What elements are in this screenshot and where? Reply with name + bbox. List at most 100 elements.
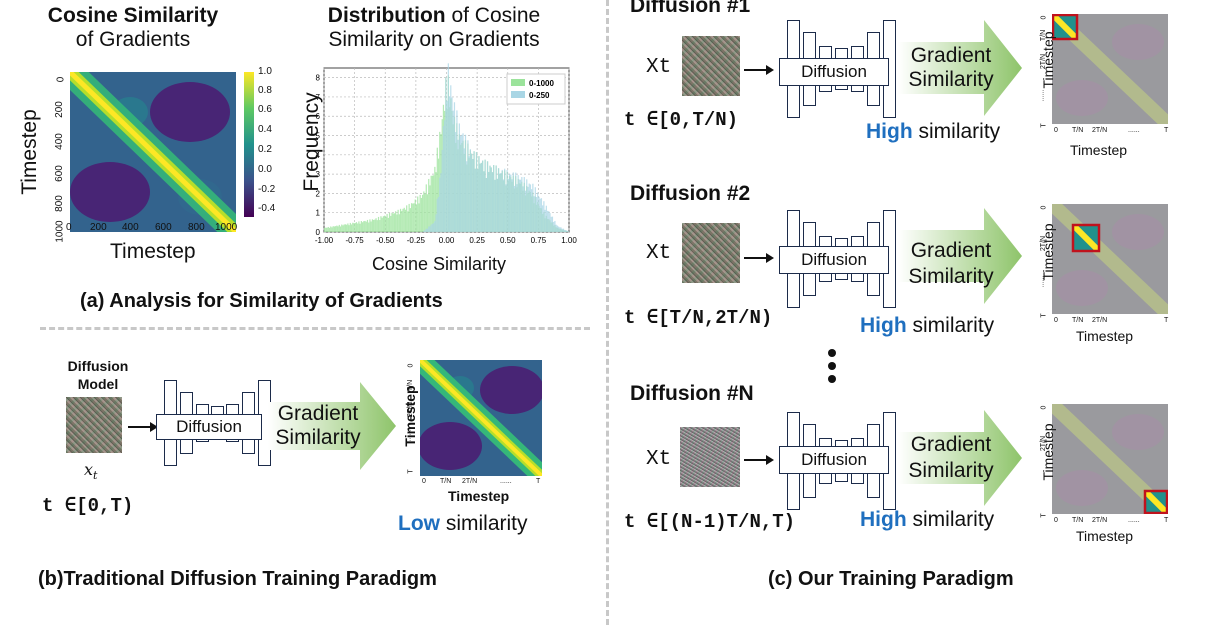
x-tick-label: 0.25 [469,236,485,245]
histogram-bar [554,220,556,232]
map-b-xlabel: Timestep [448,488,510,504]
histogram-bar [478,156,480,232]
histogram-bar [497,168,500,232]
gradient-similarity-label: Gradient Similarity [268,402,368,450]
histogram-bar [381,217,383,232]
map-ytick: T [1040,513,1048,518]
histogram-bar [342,225,344,232]
histogram-bar [355,222,358,232]
histogram-bar [429,226,431,232]
histogram-bar [544,209,546,232]
map-xtick: 0 [1054,517,1058,524]
similarity-label-b: Low similarity [398,512,528,536]
histogram-bar [474,168,476,232]
histogram-bar [444,120,446,232]
histogram-bar [377,216,380,232]
row2-similarity-map [1052,204,1168,314]
histogram-bar [325,227,327,232]
histogram-bar [384,215,386,232]
histogram-bar [462,133,464,232]
histogram-bar [447,63,449,233]
map-xtick: ...... [1128,517,1140,524]
histogram-bar [346,224,348,232]
histogram-bar [338,224,340,232]
histogram-bar [518,179,520,232]
histogram-bar [391,212,393,232]
histogram-bar [526,179,528,232]
heatmap-xtick: 600 [155,222,172,233]
x-tick-label: 0.75 [531,236,547,245]
row2-gradient-line1: Gradient [910,239,992,262]
row1-title: Diffusion #1 [630,0,751,17]
histogram-bar [419,194,421,232]
map-xtick: 0 [1054,127,1058,134]
histogram-title-bold: Distribution [327,4,446,27]
histogram-bar [331,227,333,232]
histogram-bar [431,223,434,232]
heatmap-xtick: 400 [122,222,139,233]
heatmap-xtick: 1000 [215,222,238,233]
histogram-bar [382,216,385,232]
histogram-bar [358,221,360,232]
map-xtick: T [1164,317,1169,324]
heatmap-title-bold: Cosine Similarity [47,4,219,27]
caption-a: (a) Analysis for Similarity of Gradients [80,290,443,312]
histogram-bar [543,201,545,232]
separator-vertical [606,0,609,625]
map-xtick: T/N [1072,517,1084,524]
map-ytick: 2T/N [1040,235,1048,252]
map-xtick: 2T/N [1092,127,1108,134]
colorbar-tick: 0.8 [258,85,272,96]
histogram-bar [328,227,331,232]
histogram-bar [360,221,362,232]
histogram-bar [550,216,552,232]
row3-arrow-icon [744,455,774,465]
histogram-bar [461,134,463,232]
map-b-xtick: 2T/N [462,478,478,485]
histogram-bar [410,203,413,232]
histogram-bar [488,171,490,232]
t-range-label: t ∈[0,T) [42,495,134,517]
legend-label: 0-250 [529,91,550,100]
x-tick-label: -0.50 [376,236,395,245]
colorbar-tick: -0.2 [258,184,276,195]
row2-gradient-arrow [898,208,1022,304]
row3-gradient-arrow [898,410,1022,506]
xt-label-main: x [84,460,94,479]
histogram-bar [423,191,425,232]
histogram-bar [420,197,422,232]
histogram-bar [424,193,426,232]
row1-arrow-icon [744,65,774,75]
histogram-bar [330,226,332,232]
row1-sim-rest: similarity [912,120,1001,143]
histogram-bar [380,216,382,232]
histogram-bar [354,222,356,232]
histogram-bar [439,177,441,232]
histogram-bar [483,171,485,232]
row3-input-image [680,427,740,487]
row3-similarity: High similarity [860,508,994,532]
histogram-bar [475,152,478,232]
x-tick-label: 1.00 [561,236,577,245]
histogram-bar [365,221,367,232]
histogram-bar [387,217,389,232]
histogram-bar [551,216,554,232]
histogram-bar [336,225,338,232]
histogram-bar [458,123,460,232]
histogram-bar [545,205,547,232]
histogram-bar [482,160,484,232]
row2-xt: Xt [646,242,672,265]
histogram-bar [567,231,569,232]
histogram-bar [425,228,427,232]
histogram-bar [446,100,448,232]
histogram-bar [480,162,483,232]
histogram-bar [408,203,410,232]
histogram-bar [504,168,506,232]
row3-similarity-map [1052,404,1168,514]
histogram-bar [553,221,555,232]
colorbar-tick: 1.0 [258,66,272,77]
heatmap-xtick: 800 [188,222,205,233]
histogram-bar [555,224,557,232]
similarity-word: Low [398,512,440,535]
histogram-bar [456,110,458,232]
